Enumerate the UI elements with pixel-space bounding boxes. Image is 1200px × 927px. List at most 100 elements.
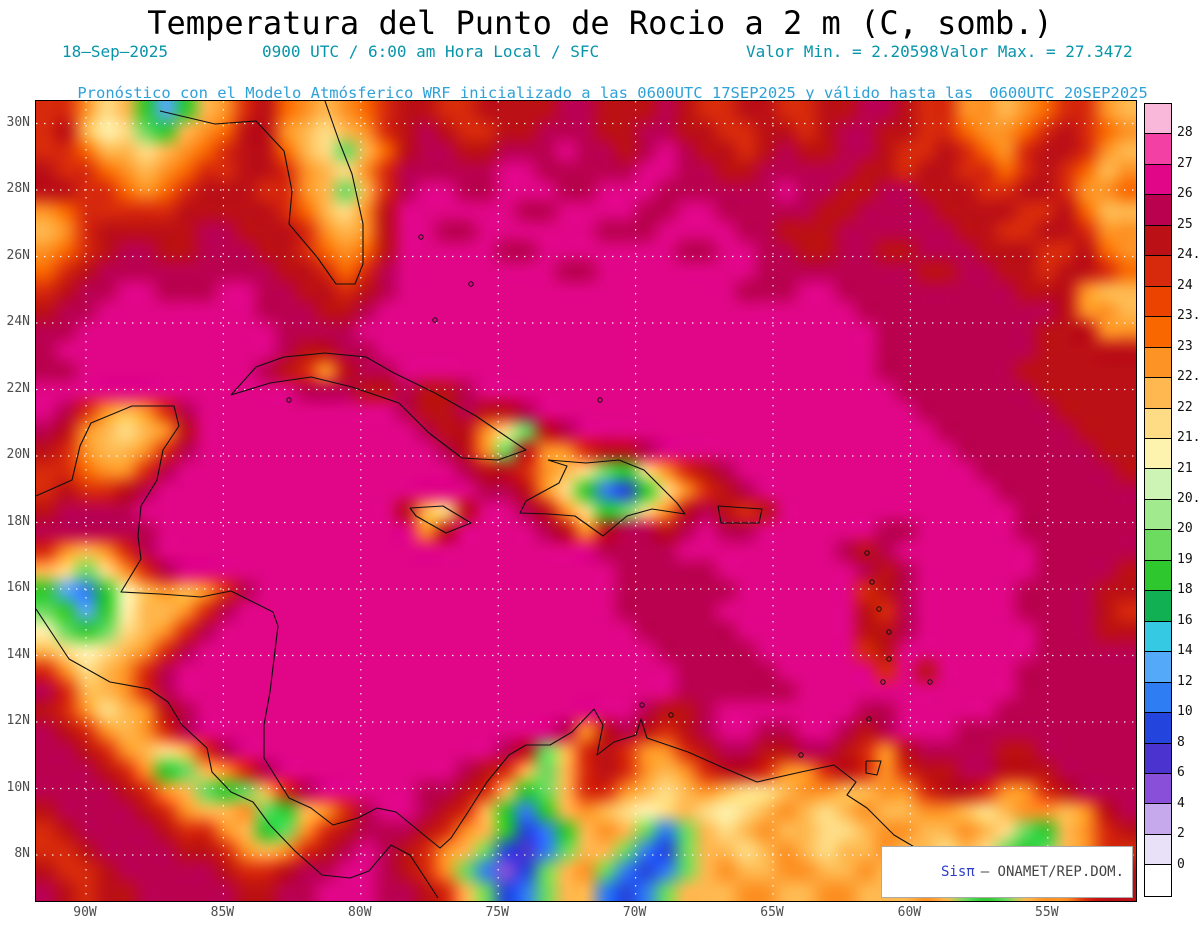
map-panel: Sisπ – ONAMET/REP.DOM. (35, 100, 1137, 902)
colorbar-cell (1145, 682, 1171, 714)
colorbar-cell (1145, 591, 1171, 622)
colorbar-cell (1145, 317, 1171, 348)
island-dot (597, 397, 603, 403)
island-dot (286, 397, 292, 403)
island-dot (880, 679, 886, 685)
colorbar-level-label: 16 (1177, 612, 1193, 628)
island-dot (432, 317, 438, 323)
colorbar-level-label: 10 (1177, 704, 1193, 720)
island-dot (418, 234, 424, 240)
colorbar-level-label: 2 (1177, 826, 1185, 842)
coastline-cuba (230, 352, 527, 461)
colorbar-level-label: 4 (1177, 795, 1185, 811)
colorbar-cell (1145, 438, 1171, 470)
page-title: Temperatura del Punto de Rocio a 2 m (C,… (147, 4, 1053, 42)
island-dot (798, 752, 804, 758)
coastline-trinidad (865, 760, 882, 776)
colorbar-cell (1145, 865, 1171, 896)
coastline-hispaniola (519, 459, 686, 537)
colorbar-cell (1145, 286, 1171, 318)
lat-tick-label: 16N (6, 580, 30, 595)
valid-until-text: 0600UTC_20SEP2025 (989, 84, 1148, 102)
colorbar-cell (1145, 408, 1171, 439)
lat-tick-label: 26N (6, 247, 30, 263)
colorbar-cell (1145, 104, 1171, 135)
small-islands (286, 234, 933, 758)
lat-tick-label: 30N (6, 114, 30, 130)
colorbar-level-label: 8 (1177, 734, 1185, 750)
colorbar-level-label: 23 (1177, 338, 1193, 354)
coastline-puerto-rico (717, 505, 763, 524)
colorbar-level-label: 12 (1177, 673, 1193, 689)
colorbar-cell (1145, 773, 1171, 805)
dewpoint-field-canvas (36, 101, 1136, 901)
island-dot (468, 281, 474, 287)
lon-tick-label: 65W (760, 905, 784, 920)
colorbar-cell (1145, 256, 1171, 287)
lon-tick-label: 90W (73, 905, 97, 920)
subtitle-line2: Pronóstico con el Modelo Atmósferico WRF… (40, 66, 1148, 120)
lon-tick-label: 80W (348, 905, 372, 920)
value-min-label: Valor Min. = 2.20598 (746, 42, 939, 61)
colorbar-cell (1145, 469, 1171, 500)
island-dot (927, 679, 933, 685)
colorbar-cell (1145, 195, 1171, 226)
coastlines-layer (36, 101, 972, 899)
lat-tick-label: 28N (6, 181, 30, 196)
colorbar-level-label: 20.5 (1177, 491, 1200, 506)
lat-tick-label: 10N (6, 779, 30, 795)
attribution-org: – ONAMET/REP.DOM. (980, 864, 1124, 880)
colorbar-level-label: 21 (1177, 460, 1193, 476)
colorbar-cell (1145, 804, 1171, 835)
lat-tick-label: 20N (6, 447, 30, 462)
colorbar-level-label: 23.5 (1177, 308, 1200, 324)
island-dot (866, 716, 872, 722)
coastline-central-america-caribbean (36, 405, 972, 896)
lon-tick-label: 70W (622, 905, 647, 920)
colorbar-cell (1145, 743, 1171, 774)
colorbar-level-label: 18 (1177, 582, 1193, 598)
colorbar-cell (1145, 134, 1171, 165)
colorbar-level-label: 0 (1177, 856, 1185, 872)
lon-tick-label: 60W (897, 905, 922, 920)
colorbar-level-label: 21.5 (1177, 430, 1200, 446)
colorbar-cell (1145, 621, 1171, 653)
colorbar-cell (1145, 713, 1171, 744)
colorbar-level-label: 24.5 (1177, 247, 1200, 263)
map-overlay (36, 101, 1136, 901)
model-init-text: Pronóstico con el Modelo Atmósferico WRF… (77, 84, 974, 102)
coastline-pacific (36, 608, 439, 899)
colorbar-level-label: 24 (1177, 277, 1193, 293)
colorbar-level-label: 28 (1177, 125, 1193, 141)
subtitle-line1: 18–Sep–2025 0900 UTC / 6:00 am Hora Loca… (0, 42, 1200, 64)
lat-tick-label: 18N (6, 513, 30, 529)
colorbar-level-label: 19 (1177, 551, 1193, 567)
island-dot (864, 550, 870, 556)
lat-tick-label: 24N (6, 314, 30, 329)
colorbar-level-label: 22.5 (1177, 369, 1200, 385)
value-max-label: Valor Max. = 27.3472 (940, 42, 1133, 61)
colorbar-level-label: 6 (1177, 765, 1185, 781)
colorbar-cell (1145, 834, 1171, 866)
island-dot (869, 579, 875, 585)
colorbar-cell (1145, 560, 1171, 592)
colorbar-level-label: 27 (1177, 155, 1193, 171)
colorbar-cell (1145, 499, 1171, 531)
latlon-gridlines (36, 101, 1136, 901)
island-dot (886, 656, 892, 662)
colorbar-cell (1145, 530, 1171, 561)
lat-tick-label: 8N (14, 846, 30, 861)
island-dot (639, 702, 645, 708)
colorbar-cell (1145, 225, 1171, 257)
attribution-box: Sisπ – ONAMET/REP.DOM. (881, 846, 1133, 898)
colorbar-level-label: 25 (1177, 216, 1193, 232)
colorbar-level-label: 22 (1177, 399, 1193, 415)
colorbar-level-label: 26 (1177, 186, 1193, 202)
colorbar-cell (1145, 164, 1171, 196)
forecast-time: 0900 UTC / 6:00 am Hora Local / SFC (262, 42, 600, 61)
lat-tick-label: 14N (6, 646, 30, 662)
colorbar-level-label: 14 (1177, 643, 1193, 659)
colorbar-cell (1145, 347, 1171, 379)
forecast-date: 18–Sep–2025 (62, 42, 168, 61)
